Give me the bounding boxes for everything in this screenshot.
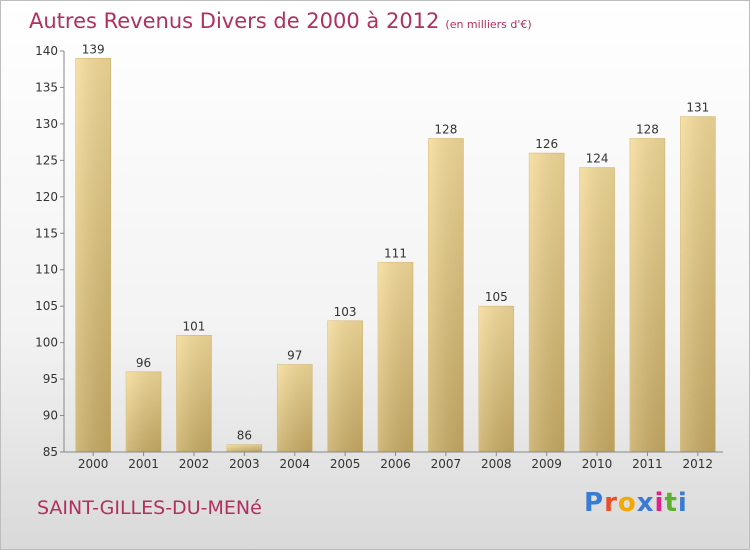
y-tick-label: 110 <box>35 263 58 277</box>
x-tick-label: 2011 <box>632 457 663 471</box>
brand-logo: Proxiti <box>584 488 688 518</box>
x-tick-label: 2001 <box>128 457 159 471</box>
bar-value-label: 139 <box>82 42 105 56</box>
x-tick-label: 2012 <box>683 457 714 471</box>
y-tick-label: 95 <box>43 372 58 386</box>
bar-shading <box>75 58 111 453</box>
y-tick-label: 105 <box>35 299 58 313</box>
x-axis: 2000 2001 2002 2003 2004 2005 2006 2007 2008 2009… <box>64 451 723 471</box>
bar-value-label: 97 <box>287 349 302 363</box>
bar-value-label: 128 <box>636 122 659 136</box>
bar-value-label: 86 <box>237 429 252 443</box>
y-tick-label: 130 <box>35 117 58 131</box>
bar-value-label: 103 <box>334 305 357 319</box>
bar-shading <box>529 153 565 452</box>
chart-title: Autres Revenus Divers de 2000 à 2012 (en … <box>29 9 532 33</box>
bar-value-label: 124 <box>586 152 609 166</box>
bar-shading <box>378 262 413 452</box>
bar-value-label: 105 <box>485 290 508 304</box>
x-tick-label: 2002 <box>179 457 210 471</box>
chart-unit-label: (en milliers d'€) <box>445 18 532 31</box>
x-tick-label: 2003 <box>229 457 260 471</box>
bars: 139 96 101 86 97 103 111 128 105 126 124 128 131 <box>75 42 716 453</box>
x-tick-label: 2010 <box>582 457 613 471</box>
bar-shading <box>277 364 313 452</box>
brand-logo-letter: x <box>636 488 655 518</box>
y-tick-label: 85 <box>43 445 58 459</box>
place-name: SAINT-GILLES-DU-MENé <box>37 497 262 519</box>
bar-shading <box>428 138 464 452</box>
brand-logo-letter: P <box>584 488 605 518</box>
brand-logo-letter: r <box>604 488 618 518</box>
bar-value-label: 101 <box>183 319 206 333</box>
bar-shading <box>226 444 262 452</box>
y-tick-label: 120 <box>35 190 58 204</box>
bar-value-label: 126 <box>535 137 558 151</box>
y-tick-label: 90 <box>43 409 58 423</box>
y-tick-label: 100 <box>35 336 58 350</box>
chart-title-text: Autres Revenus Divers de 2000 à 2012 <box>29 9 440 33</box>
brand-logo-letter: o <box>617 488 637 518</box>
y-tick-label: 115 <box>35 226 58 240</box>
bar-value-label: 131 <box>686 101 709 115</box>
x-tick-label: 2006 <box>380 457 411 471</box>
x-tick-label: 2005 <box>330 457 361 471</box>
bar-shading <box>478 306 514 452</box>
y-tick-label: 125 <box>35 153 58 167</box>
bar-shading <box>629 138 665 452</box>
bar-shading <box>126 371 162 452</box>
bar-shading <box>176 335 212 452</box>
x-tick-label: 2009 <box>531 457 562 471</box>
brand-logo-letter: t <box>664 488 678 518</box>
bar-shading <box>680 116 716 453</box>
y-axis: 85 90 95 100 105 110 115 120 125 130 135 140 <box>35 44 65 459</box>
x-tick-label: 2004 <box>279 457 310 471</box>
y-tick-label: 135 <box>35 80 58 94</box>
x-tick-label: 2000 <box>78 457 109 471</box>
bar-shading <box>579 167 615 452</box>
brand-logo-letter: i <box>677 488 688 518</box>
bar-value-label: 111 <box>384 246 407 260</box>
y-tick-label: 140 <box>35 44 58 58</box>
bar-value-label: 96 <box>136 356 151 370</box>
x-tick-label: 2008 <box>481 457 512 471</box>
x-tick-label: 2007 <box>431 457 462 471</box>
bar-value-label: 128 <box>434 122 457 136</box>
bar-shading <box>327 320 363 452</box>
brand-logo-letter: i <box>654 488 665 518</box>
